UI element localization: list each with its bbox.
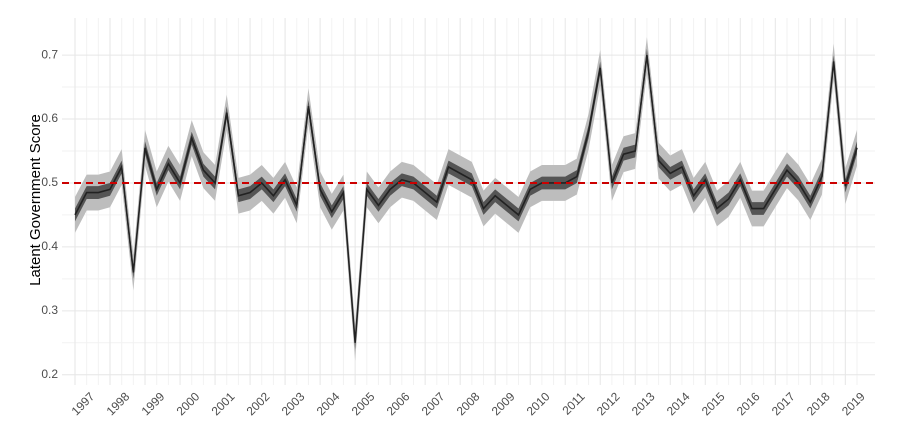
- x-tick-label: 2015: [699, 389, 728, 418]
- y-tick-label: 0.5: [41, 175, 58, 189]
- x-tick-label: 2008: [454, 389, 483, 418]
- x-tick-label: 2017: [769, 389, 798, 418]
- x-tick-label: 1998: [104, 389, 133, 418]
- confidence-band: [75, 37, 857, 361]
- y-tick-label: 0.6: [41, 111, 58, 125]
- x-tick-label: 2002: [244, 389, 273, 418]
- x-tick-label: 2014: [664, 389, 693, 418]
- x-tick-label: 2000: [174, 389, 203, 418]
- y-tick-label: 0.3: [41, 303, 58, 317]
- y-tick-label: 0.7: [41, 47, 58, 61]
- confidence-band: [75, 48, 857, 350]
- x-tick-label: 2006: [384, 389, 413, 418]
- x-tick-label: 2003: [279, 389, 308, 418]
- x-tick-label: 2004: [314, 389, 343, 418]
- y-tick-label: 0.4: [41, 239, 58, 253]
- y-tick-label: 0.2: [41, 367, 58, 381]
- x-tick-label: 2018: [804, 389, 833, 418]
- x-tick-label: 2011: [559, 389, 587, 417]
- x-tick-label: 2012: [594, 389, 623, 418]
- x-tick-label: 2007: [419, 389, 448, 418]
- x-tick-label: 2016: [734, 389, 763, 418]
- x-tick-label: 1997: [69, 389, 98, 418]
- x-tick-label: 2001: [209, 389, 238, 418]
- x-tick-label: 2005: [349, 389, 378, 418]
- y-axis-title: Latent Government Score: [27, 114, 44, 286]
- line: [74, 54, 858, 343]
- x-tick-label: 2010: [524, 389, 553, 418]
- x-tick-label: 1999: [139, 389, 168, 418]
- x-tick-label: 2019: [839, 389, 868, 418]
- x-tick-label: 2009: [489, 389, 518, 418]
- x-tick-label: 2013: [629, 389, 658, 418]
